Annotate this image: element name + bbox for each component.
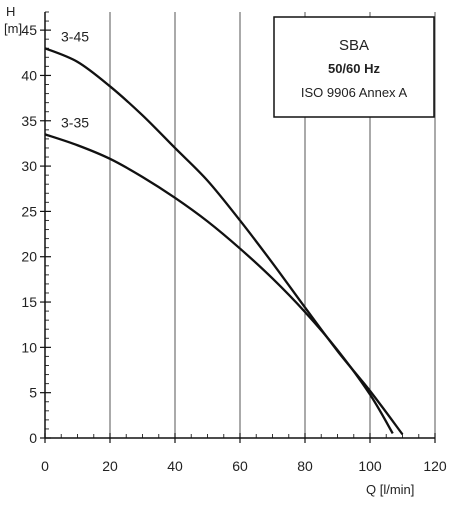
y-tick-label: 45 (21, 22, 37, 38)
info-box-title: SBA (339, 37, 369, 54)
info-box: SBA 50/60 Hz ISO 9906 Annex A (273, 16, 435, 118)
x-tick-label: 20 (102, 458, 118, 474)
axes (40, 12, 436, 443)
y-tick-labels: 0 5 10 15 20 25 30 35 40 45 (21, 22, 37, 446)
curve-3-35 (44, 133, 394, 435)
info-box-frequency: 50/60 Hz (328, 61, 381, 76)
x-axis-unit: Q [l/min] (366, 482, 414, 497)
y-axis-variable: H (6, 4, 15, 19)
y-tick-label: 10 (21, 339, 37, 355)
x-tick-label: 60 (232, 458, 248, 474)
x-tick-label: 0 (41, 458, 49, 474)
x-tick-labels: 0 20 40 60 80 100 120 (41, 458, 447, 474)
curve-label-3-35: 3-35 (61, 114, 89, 130)
y-tick-label: 0 (29, 430, 37, 446)
y-tick-label: 5 (29, 385, 37, 401)
x-tick-label: 40 (167, 458, 183, 474)
x-tick-label: 120 (423, 458, 447, 474)
y-tick-label: 40 (21, 67, 37, 83)
y-tick-label: 35 (21, 113, 37, 129)
x-tick-label: 100 (358, 458, 382, 474)
y-axis-unit: [m] (4, 21, 22, 36)
y-tick-label: 20 (21, 249, 37, 265)
info-box-frame (273, 16, 435, 118)
info-box-standard: ISO 9906 Annex A (301, 85, 408, 100)
y-tick-label: 30 (21, 158, 37, 174)
y-tick-label: 25 (21, 203, 37, 219)
curve-label-3-45: 3-45 (61, 28, 89, 44)
curve-labels: 3-45 3-35 (61, 28, 89, 130)
performance-curves (44, 47, 404, 436)
x-tick-label: 80 (297, 458, 313, 474)
y-tick-label: 15 (21, 294, 37, 310)
